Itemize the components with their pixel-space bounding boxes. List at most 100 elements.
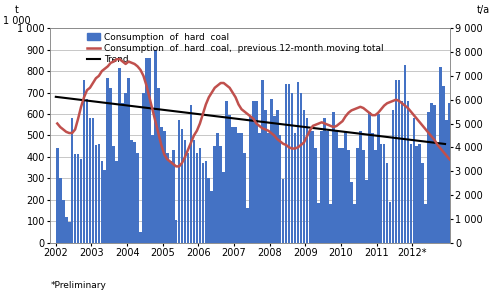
Bar [106, 78, 109, 243]
Bar [86, 99, 88, 243]
Text: 1 000: 1 000 [2, 16, 31, 26]
Bar [407, 101, 409, 243]
Bar [427, 112, 430, 243]
Bar [433, 105, 436, 243]
Bar [309, 131, 311, 243]
Bar [142, 92, 145, 243]
Bar [190, 105, 192, 243]
Bar [56, 148, 59, 243]
Bar [288, 84, 290, 243]
Bar [377, 114, 380, 243]
Bar [219, 146, 222, 243]
Bar [133, 142, 136, 243]
Bar [104, 170, 106, 243]
Bar [246, 208, 249, 243]
Bar [338, 148, 341, 243]
Text: *Preliminary: *Preliminary [50, 281, 106, 290]
Bar [199, 148, 201, 243]
Bar [413, 118, 415, 243]
Bar [282, 179, 284, 243]
Bar [151, 135, 154, 243]
Bar [255, 101, 258, 243]
Bar [59, 178, 62, 243]
Bar [291, 92, 293, 243]
Bar [389, 202, 391, 243]
Bar [145, 58, 148, 243]
Bar [101, 161, 103, 243]
Bar [326, 131, 329, 243]
Bar [323, 118, 326, 243]
Bar [317, 203, 320, 243]
Bar [347, 150, 350, 243]
Legend: Consumption  of  hard  coal, Consumption  of  hard  coal,  previous 12-month mov: Consumption of hard coal, Consumption of… [87, 33, 384, 64]
Bar [154, 50, 157, 243]
Bar [166, 153, 169, 243]
Bar [65, 217, 68, 243]
Bar [374, 150, 377, 243]
Bar [62, 200, 65, 243]
Bar [350, 181, 353, 243]
Bar [169, 161, 172, 243]
Text: t/a: t/a [477, 5, 491, 15]
Bar [216, 133, 219, 243]
Bar [193, 140, 195, 243]
Bar [228, 115, 231, 243]
Bar [175, 220, 177, 243]
Bar [243, 153, 246, 243]
Bar [475, 128, 478, 243]
Bar [368, 112, 371, 243]
Bar [344, 131, 347, 243]
Bar [112, 146, 115, 243]
Bar [121, 103, 124, 243]
Bar [472, 178, 475, 243]
Bar [157, 88, 160, 243]
Bar [424, 204, 427, 243]
Bar [353, 204, 356, 243]
Bar [380, 144, 383, 243]
Bar [335, 131, 338, 243]
Bar [249, 116, 252, 243]
Bar [80, 159, 82, 243]
Bar [276, 110, 279, 243]
Bar [320, 131, 323, 243]
Bar [442, 86, 445, 243]
Bar [300, 92, 302, 243]
Bar [404, 65, 406, 243]
Bar [395, 80, 397, 243]
Bar [460, 221, 463, 243]
Bar [297, 82, 299, 243]
Bar [187, 153, 189, 243]
Bar [160, 127, 163, 243]
Bar [303, 110, 305, 243]
Bar [172, 150, 175, 243]
Bar [118, 68, 121, 243]
Bar [222, 172, 225, 243]
Bar [329, 204, 332, 243]
Bar [401, 101, 403, 243]
Bar [211, 191, 213, 243]
Bar [392, 110, 394, 243]
Bar [359, 131, 362, 243]
Bar [202, 163, 204, 243]
Text: t: t [15, 5, 18, 15]
Bar [139, 232, 142, 243]
Bar [237, 133, 240, 243]
Bar [231, 127, 234, 243]
Bar [213, 146, 216, 243]
Bar [71, 118, 73, 243]
Bar [178, 120, 180, 243]
Bar [445, 120, 448, 243]
Bar [419, 144, 421, 243]
Bar [285, 84, 287, 243]
Bar [430, 103, 433, 243]
Bar [294, 133, 296, 243]
Bar [115, 161, 118, 243]
Bar [448, 103, 451, 243]
Bar [148, 58, 151, 243]
Bar [196, 153, 198, 243]
Bar [124, 92, 127, 243]
Bar [264, 110, 267, 243]
Bar [98, 144, 100, 243]
Bar [365, 181, 368, 243]
Bar [208, 178, 210, 243]
